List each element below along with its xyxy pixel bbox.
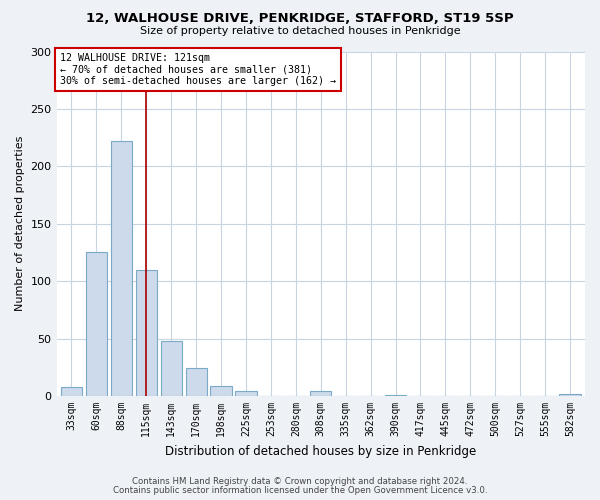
- Text: Contains public sector information licensed under the Open Government Licence v3: Contains public sector information licen…: [113, 486, 487, 495]
- Bar: [185, 368, 207, 396]
- Bar: [211, 386, 232, 396]
- Bar: [235, 392, 257, 396]
- Bar: [86, 252, 107, 396]
- X-axis label: Distribution of detached houses by size in Penkridge: Distribution of detached houses by size …: [165, 444, 476, 458]
- Bar: [310, 392, 331, 396]
- Bar: [111, 141, 132, 396]
- Bar: [161, 341, 182, 396]
- Text: Size of property relative to detached houses in Penkridge: Size of property relative to detached ho…: [140, 26, 460, 36]
- Bar: [559, 394, 581, 396]
- Y-axis label: Number of detached properties: Number of detached properties: [15, 136, 25, 312]
- Text: 12, WALHOUSE DRIVE, PENKRIDGE, STAFFORD, ST19 5SP: 12, WALHOUSE DRIVE, PENKRIDGE, STAFFORD,…: [86, 12, 514, 26]
- Bar: [61, 387, 82, 396]
- Text: Contains HM Land Registry data © Crown copyright and database right 2024.: Contains HM Land Registry data © Crown c…: [132, 477, 468, 486]
- Text: 12 WALHOUSE DRIVE: 121sqm
← 70% of detached houses are smaller (381)
30% of semi: 12 WALHOUSE DRIVE: 121sqm ← 70% of detac…: [60, 52, 336, 86]
- Bar: [136, 270, 157, 396]
- Bar: [385, 395, 406, 396]
